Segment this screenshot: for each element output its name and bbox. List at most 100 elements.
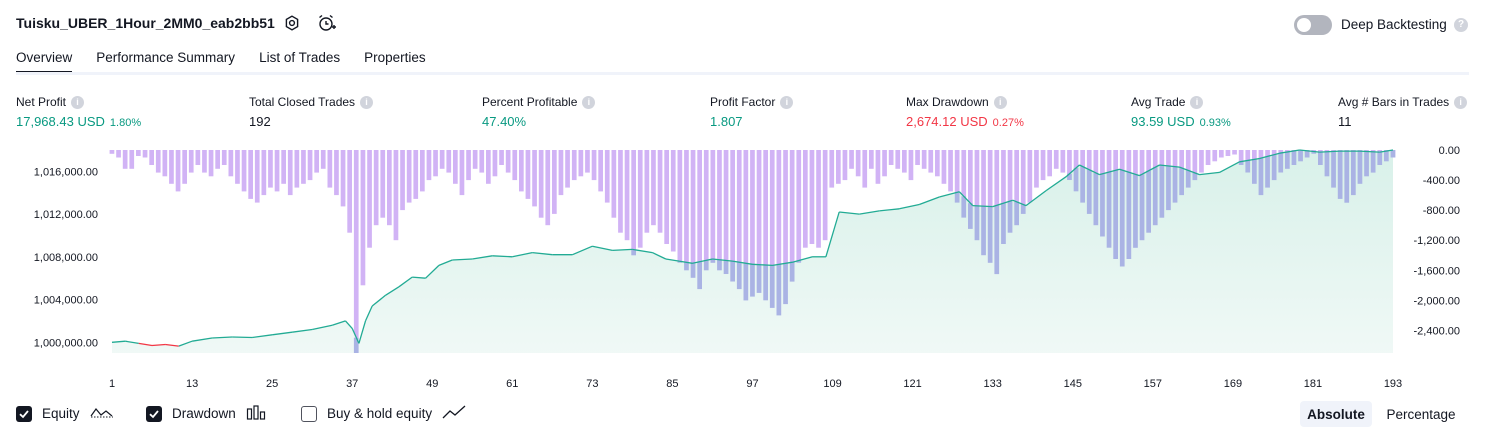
equity-segment xyxy=(572,245,593,256)
equity-segment xyxy=(899,203,920,210)
equity-segment xyxy=(1219,161,1240,173)
drawdown-bar xyxy=(869,150,874,169)
absolute-button[interactable]: Absolute xyxy=(1300,401,1372,427)
drawdown-overlap-bars xyxy=(353,150,1396,353)
equity-segment xyxy=(1199,171,1220,176)
drawdown-overlap-bar xyxy=(974,205,980,241)
drawdown-overlap-bar xyxy=(1086,169,1092,214)
drawdown-overlap-bar xyxy=(1073,167,1079,192)
drawdown-overlap-bar xyxy=(1133,174,1138,248)
drawdown-tick-label: -800.00 xyxy=(1423,205,1460,217)
info-icon[interactable]: i xyxy=(1454,95,1468,109)
drawdown-bar xyxy=(373,150,379,226)
legend-buy-hold[interactable]: Buy & hold equity xyxy=(301,404,466,423)
drawdown-tick-label: -400.00 xyxy=(1423,175,1460,187)
drawdown-overlap-bar xyxy=(677,261,683,263)
drawdown-bar xyxy=(1238,150,1244,165)
drawdown-overlap-bar xyxy=(1139,174,1145,241)
drawdown-bar xyxy=(433,150,438,177)
drawdown-bar xyxy=(472,150,478,169)
drawdown-bar xyxy=(954,150,960,203)
equity-segment xyxy=(692,258,713,264)
drawdown-bar xyxy=(637,150,643,248)
equity-segment xyxy=(752,263,773,267)
drawdown-bar xyxy=(822,150,828,241)
drawdown-bar xyxy=(1020,150,1026,214)
alarm-clock-add-icon[interactable] xyxy=(316,13,336,33)
drawdown-bar xyxy=(241,150,247,192)
equity-axis: 1,000,000.00 1,004,000.00 1,008,000.00 1,01… xyxy=(34,166,98,349)
equity-segment xyxy=(1359,150,1380,153)
metric-percent: 1.80% xyxy=(109,117,142,129)
x-tick-label: 145 xyxy=(1064,378,1082,390)
equity-segment xyxy=(232,336,253,339)
percentage-button[interactable]: Percentage xyxy=(1386,406,1456,422)
drawdown-bar xyxy=(571,150,577,181)
drawdown-bar xyxy=(420,150,425,192)
equity-checkbox[interactable] xyxy=(16,405,32,422)
metric-label: Total Closed Trades xyxy=(249,95,356,109)
info-icon[interactable]: i xyxy=(780,95,794,109)
drawdown-overlap-bar xyxy=(1185,170,1191,188)
legend-drawdown[interactable]: Drawdown xyxy=(146,404,266,423)
legend-equity[interactable]: Equity xyxy=(16,404,114,423)
info-icon[interactable]: i xyxy=(71,95,85,109)
drawdown-checkbox[interactable] xyxy=(146,405,162,422)
tab-performance-summary[interactable]: Performance Summary xyxy=(96,50,236,65)
drawdown-overlap-bar xyxy=(1179,167,1184,196)
drawdown-overlap-bar xyxy=(1271,154,1277,181)
equity-segment xyxy=(398,276,413,288)
equity-segment xyxy=(252,334,273,339)
deep-backtesting-toggle[interactable] xyxy=(1294,15,1332,35)
metric-total-closed-trades: Total Closed Trades i 192 xyxy=(249,95,374,129)
buy-hold-checkbox[interactable] xyxy=(301,405,317,422)
drawdown-bar xyxy=(552,150,557,214)
drawdown-bar xyxy=(902,150,907,173)
equity-area xyxy=(112,150,1393,353)
x-tick-label: 121 xyxy=(903,378,921,390)
equity-segment xyxy=(345,320,353,329)
drawdown-bar xyxy=(155,150,161,173)
drawdown-bar xyxy=(888,150,894,165)
drawdown-bar xyxy=(756,150,762,293)
drawdown-overlap-bar xyxy=(789,262,795,282)
x-tick-label: 97 xyxy=(746,378,758,390)
drawdown-bar xyxy=(149,150,154,165)
info-icon[interactable]: i xyxy=(582,95,596,109)
deep-backtesting-label: Deep Backtesting xyxy=(1341,17,1447,32)
tab-overview[interactable]: Overview xyxy=(16,50,73,74)
info-icon[interactable]: i xyxy=(1190,95,1204,109)
tab-bar: Overview Performance Summary List of Tra… xyxy=(16,50,426,74)
drawdown-overlap-bar xyxy=(1166,165,1171,211)
metric-value: 1.807 xyxy=(710,114,743,129)
drawdown-bar xyxy=(585,150,590,173)
drawdown-bar xyxy=(968,150,973,229)
drawdown-bar xyxy=(611,150,617,218)
drawdown-bar xyxy=(387,150,392,226)
drawdown-bar xyxy=(466,150,471,181)
equity-segment xyxy=(385,286,400,296)
drawdown-bar xyxy=(697,150,702,290)
drawdown-bar xyxy=(1001,150,1006,244)
info-icon[interactable]: i xyxy=(993,95,1007,109)
drawdown-bar xyxy=(327,150,333,188)
tab-list-of-trades[interactable]: List of Trades xyxy=(259,50,341,65)
metric-value: 2,674.12 USD xyxy=(906,114,988,129)
question-icon[interactable]: ? xyxy=(1454,18,1468,32)
drawdown-overlap-bar xyxy=(690,263,696,278)
drawdown-bar xyxy=(1040,150,1046,181)
drawdown-bar xyxy=(908,150,914,181)
drawdown-bar xyxy=(1192,150,1198,181)
drawdown-bar xyxy=(651,150,656,226)
drawdown-bar xyxy=(941,150,947,184)
drawdown-bars-icon xyxy=(246,404,266,423)
equity-segment xyxy=(351,328,360,344)
settings-icon[interactable] xyxy=(282,13,302,33)
equity-segment xyxy=(111,340,126,343)
info-icon[interactable]: i xyxy=(360,95,374,109)
drawdown-overlap-bar xyxy=(1344,151,1350,203)
drawdown-bar xyxy=(895,150,901,169)
tab-properties[interactable]: Properties xyxy=(364,50,426,65)
equity-drawdown-chart: 1,000,000.00 1,004,000.00 1,008,000.00 1,01… xyxy=(34,145,1460,390)
drawdown-overlap-bar xyxy=(717,259,722,271)
